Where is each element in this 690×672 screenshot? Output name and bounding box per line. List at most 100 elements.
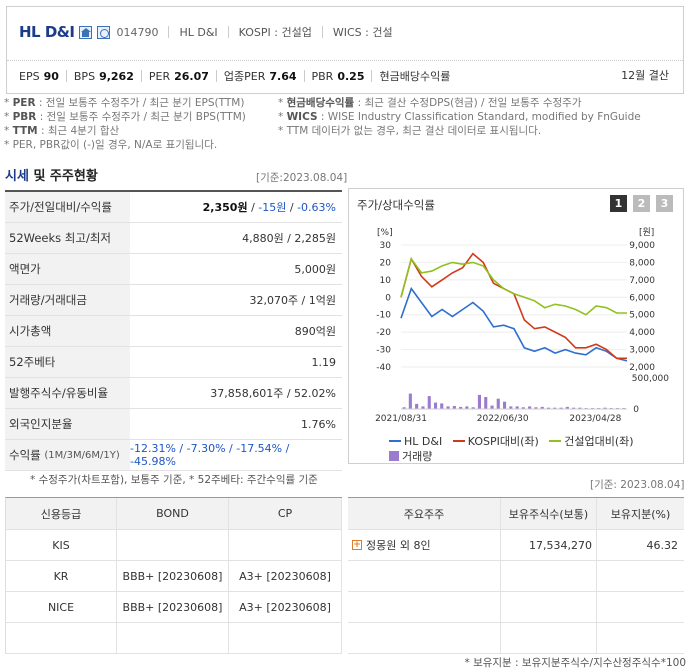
shareholder-base-date: [기준: 2023.08.04]	[590, 479, 685, 491]
table-row	[348, 592, 684, 623]
header-cell: 보유지분(%)	[610, 507, 671, 521]
row-value: 1.19	[311, 355, 337, 369]
shares-cell	[501, 561, 597, 591]
header-cell: 보유주식수(보통)	[501, 498, 597, 529]
legend-item-kospi[interactable]: KOSPI대비(좌)	[452, 434, 539, 449]
divider	[227, 26, 229, 38]
table-row	[6, 623, 342, 654]
volume-bar	[503, 401, 507, 409]
volume-bar	[547, 407, 551, 409]
row-label: 수익률 (1M/3M/6M/1Y)	[5, 440, 130, 470]
row-label: 주가/전일대비/수익률	[5, 192, 130, 222]
table-row: KR BBB+ [20230608] A3+ [20230608]	[6, 561, 342, 592]
meta-company: HL D&I	[179, 25, 218, 39]
note-line: * TTM 데이터가 없는 경우, 최근 결산 데이터로 표시됩니다.	[278, 125, 542, 137]
row-value: 4,880원 / 2,285원	[242, 232, 336, 245]
left-tick-label: 20	[380, 258, 392, 268]
stock-code: 014790	[116, 25, 159, 39]
right-axis-unit: [원]	[639, 227, 654, 238]
ir-icon[interactable]	[97, 25, 111, 39]
volume-bar	[408, 393, 412, 409]
metric-label: BPS	[73, 69, 96, 83]
row-label: 액면가	[5, 254, 130, 284]
note-line: * WICS : WISE Industry Classification St…	[278, 111, 641, 123]
row-value: -12.31% / -7.30% / -17.54% / -45.98%	[130, 442, 290, 468]
row-value: 890억원	[294, 325, 336, 338]
bond-cell	[117, 623, 229, 653]
row-value: 5,000원	[294, 263, 336, 276]
metric-value: 0.25	[337, 69, 365, 83]
volume-bar	[415, 403, 419, 409]
agency-cell: KR	[6, 561, 117, 591]
company-title-row: HL D&I 014790 HL D&I KOSPI : 건설업 WICS : …	[19, 21, 393, 43]
row-value: 37,858,601주 / 52.02%	[210, 387, 336, 400]
volume-bar	[484, 397, 488, 409]
x-tick-label: 2022/06/30	[477, 414, 529, 424]
volume-bar	[559, 407, 563, 409]
divider	[65, 70, 67, 82]
table-row: NICE BBB+ [20230608] A3+ [20230608]	[6, 592, 342, 623]
home-icon[interactable]	[79, 25, 93, 39]
volume-bar	[553, 407, 557, 409]
left-tick-label: -40	[376, 363, 391, 373]
left-tick-label: 0	[385, 293, 391, 303]
bond-cell: BBB+ [20230608]	[117, 561, 229, 591]
volume-tick-label: 0	[633, 405, 639, 415]
volume-bar	[452, 406, 456, 409]
x-tick-label: 2021/08/31	[375, 414, 427, 424]
pct-cell	[597, 623, 684, 653]
cp-cell: A3+ [20230608]	[229, 592, 342, 622]
legend-item-stock[interactable]: HL D&I	[389, 434, 442, 449]
volume-bar	[427, 396, 431, 409]
chart-tab-3[interactable]: 3	[656, 195, 673, 212]
chart-tab-1[interactable]: 1	[610, 195, 627, 212]
legend-item-volume[interactable]: 거래량	[389, 449, 432, 464]
volume-bar	[572, 407, 576, 409]
expand-plus-icon[interactable]: +	[352, 540, 362, 550]
row-label: 발행주식수/유동비율	[5, 378, 130, 408]
chart-tab-2[interactable]: 2	[633, 195, 650, 212]
volume-tick-label: 500,000	[632, 374, 669, 384]
credit-rating-table: 신용등급 BOND CP KIS KR BBB+ [20230608] A3+ …	[5, 497, 342, 654]
legend-item-sector[interactable]: 건설업대비(좌)	[549, 434, 634, 449]
metric-label: PER	[148, 69, 171, 83]
row-label: 52주베타	[5, 347, 130, 377]
shareholder-name-cell[interactable]: + 정몽원 외 8인	[348, 530, 501, 560]
cp-cell: A3+ [20230608]	[229, 561, 342, 591]
volume-bar	[402, 407, 406, 409]
shares-cell	[501, 592, 597, 622]
right-tick-label: 9,000	[629, 241, 655, 251]
bond-cell	[117, 530, 229, 560]
left-tick-label: 30	[380, 241, 392, 251]
x-tick-label: 2023/04/28	[569, 414, 621, 424]
right-tick-label: 3,000	[629, 346, 655, 356]
meta-market: KOSPI : 건설업	[238, 26, 312, 39]
shares-cell: 17,534,270	[501, 530, 597, 560]
shareholder-table: 주요주주 보유주식수(보통) 보유지분(%) + 정몽원 외 8인 17,534,…	[348, 497, 684, 654]
row-value: 32,070주 / 1억원	[249, 294, 336, 307]
table-row: 시가총액 890억원	[5, 316, 342, 347]
agency-cell	[6, 623, 117, 653]
right-tick-label: 6,000	[629, 293, 655, 303]
metric-value: 7.64	[269, 69, 297, 83]
agency-cell: NICE	[6, 592, 117, 622]
volume-bar	[496, 398, 500, 409]
table-row: 거래량/거래대금 32,070주 / 1억원	[5, 285, 342, 316]
left-tick-label: -10	[376, 311, 391, 321]
right-tick-label: 4,000	[629, 328, 655, 338]
price-chart: [%] [원] 30 20 10 0 -10 -20 -30 -40 9,000 8,000 7,000…	[375, 227, 669, 424]
bond-cell: BBB+ [20230608]	[117, 592, 229, 622]
company-name: HL D&I	[19, 23, 75, 41]
volume-bar	[603, 407, 607, 409]
table-row: 52Weeks 최고/최저 4,880원 / 2,285원	[5, 223, 342, 254]
table-row: 52주베타 1.19	[5, 347, 342, 378]
chart-tabs: 1 2 3	[610, 195, 673, 212]
company-header: HL D&I 014790 HL D&I KOSPI : 건설업 WICS : …	[6, 6, 684, 94]
volume-bar	[490, 405, 494, 409]
shareholder-note: * 보유지분 : 보유지분주식수/지수산정주식수*100	[464, 657, 686, 669]
divider	[7, 60, 683, 61]
left-axis-unit: [%]	[377, 228, 393, 238]
volume-bar	[540, 406, 544, 409]
left-tick-label: -20	[376, 328, 391, 338]
metric-value: 9,262	[99, 69, 134, 83]
